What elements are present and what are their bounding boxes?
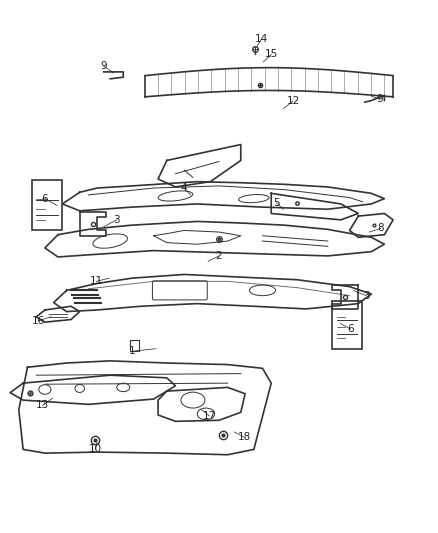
Text: 6: 6 <box>42 193 48 204</box>
Text: 18: 18 <box>238 432 251 442</box>
Text: 16: 16 <box>32 316 45 326</box>
Text: 5: 5 <box>273 198 280 208</box>
Text: 12: 12 <box>286 96 300 106</box>
Text: 14: 14 <box>255 34 268 44</box>
Text: 3: 3 <box>113 215 120 225</box>
Text: 6: 6 <box>347 324 354 334</box>
Text: 17: 17 <box>203 411 216 421</box>
Text: 10: 10 <box>88 445 102 455</box>
Text: 2: 2 <box>215 251 223 261</box>
Bar <box>32 180 62 230</box>
Text: 4: 4 <box>181 183 187 193</box>
Text: 9: 9 <box>100 61 107 71</box>
Text: 9: 9 <box>377 94 383 104</box>
Bar <box>332 301 362 349</box>
Bar <box>130 340 139 351</box>
Text: 3: 3 <box>363 290 369 301</box>
Text: 8: 8 <box>378 223 384 233</box>
Text: 15: 15 <box>265 50 278 59</box>
Text: 11: 11 <box>90 276 103 286</box>
Text: 1: 1 <box>129 346 135 357</box>
Text: 13: 13 <box>36 400 49 410</box>
